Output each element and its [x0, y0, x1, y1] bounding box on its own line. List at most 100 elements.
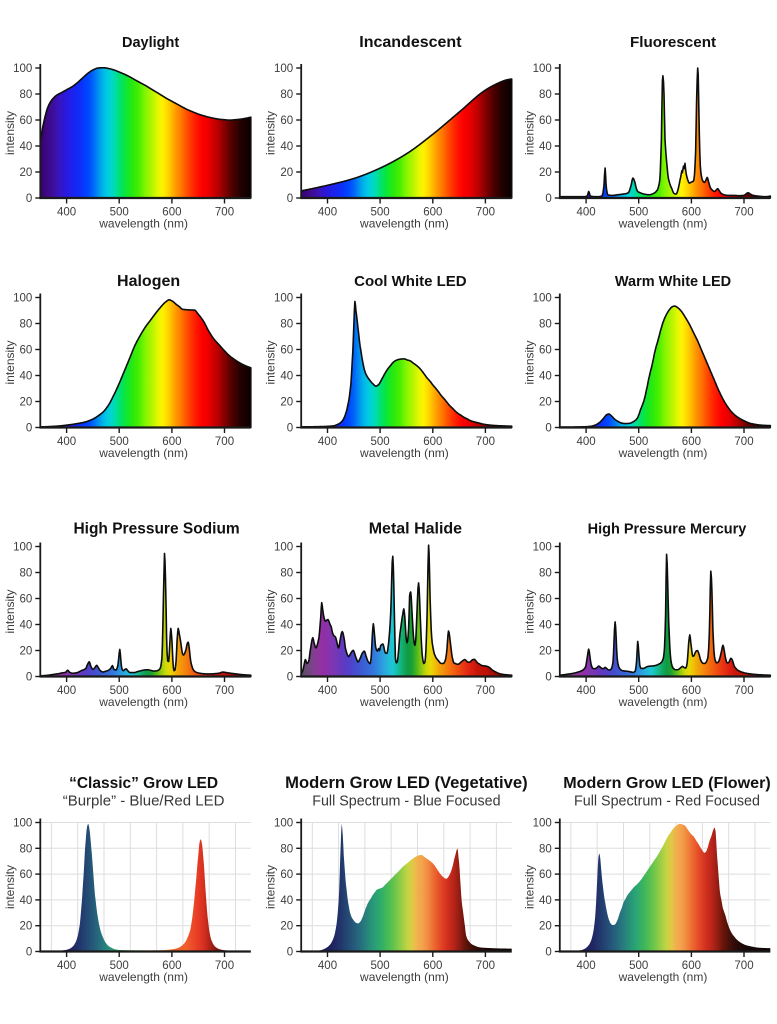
svg-text:100: 100	[274, 293, 293, 305]
svg-text:40: 40	[539, 895, 552, 907]
svg-text:500: 500	[110, 685, 129, 697]
svg-text:500: 500	[629, 436, 648, 448]
svg-text:60: 60	[20, 869, 33, 881]
svg-text:100: 100	[274, 63, 293, 75]
svg-text:700: 700	[215, 960, 234, 972]
svg-text:700: 700	[476, 685, 495, 697]
svg-text:80: 80	[280, 89, 293, 101]
svg-text:Incandescent: Incandescent	[359, 34, 462, 51]
svg-text:0: 0	[26, 672, 32, 684]
svg-text:40: 40	[539, 141, 552, 153]
svg-text:wavelength (nm): wavelength (nm)	[359, 970, 449, 984]
svg-text:80: 80	[20, 843, 33, 855]
svg-text:0: 0	[287, 423, 293, 435]
svg-text:Halogen: Halogen	[117, 273, 180, 290]
svg-text:wavelength (nm): wavelength (nm)	[98, 446, 188, 460]
svg-text:80: 80	[20, 89, 33, 101]
svg-text:700: 700	[215, 685, 234, 697]
svg-text:Daylight: Daylight	[122, 35, 179, 51]
svg-text:60: 60	[539, 345, 552, 357]
svg-text:400: 400	[57, 685, 76, 697]
svg-text:40: 40	[539, 620, 552, 632]
svg-text:100: 100	[13, 293, 32, 305]
svg-text:600: 600	[682, 436, 701, 448]
svg-text:20: 20	[539, 921, 552, 933]
svg-text:“Classic” Grow LED: “Classic” Grow LED	[69, 775, 218, 792]
svg-text:700: 700	[476, 207, 495, 219]
svg-text:600: 600	[423, 685, 442, 697]
svg-text:500: 500	[629, 960, 648, 972]
svg-text:Full Spectrum - Blue Focused: Full Spectrum - Blue Focused	[312, 794, 500, 810]
svg-text:Modern Grow LED (Flower): Modern Grow LED (Flower)	[563, 774, 770, 792]
svg-text:0: 0	[545, 672, 551, 684]
svg-text:700: 700	[215, 207, 234, 219]
svg-text:60: 60	[539, 594, 552, 606]
svg-text:600: 600	[162, 685, 181, 697]
svg-text:600: 600	[162, 960, 181, 972]
svg-text:500: 500	[371, 960, 390, 972]
svg-text:0: 0	[26, 947, 32, 959]
svg-text:80: 80	[539, 568, 552, 580]
svg-text:Modern Grow LED (Vegetative): Modern Grow LED (Vegetative)	[285, 773, 528, 792]
svg-text:20: 20	[20, 921, 33, 933]
svg-text:20: 20	[539, 397, 552, 409]
svg-text:500: 500	[110, 436, 129, 448]
svg-text:40: 40	[20, 895, 33, 907]
svg-text:20: 20	[280, 397, 293, 409]
svg-text:60: 60	[280, 115, 293, 127]
svg-text:intensity: intensity	[522, 865, 536, 909]
svg-text:wavelength (nm): wavelength (nm)	[618, 695, 708, 709]
svg-text:wavelength (nm): wavelength (nm)	[359, 695, 449, 709]
svg-text:40: 40	[280, 895, 293, 907]
svg-text:400: 400	[577, 685, 596, 697]
svg-text:400: 400	[318, 436, 337, 448]
svg-text:100: 100	[533, 63, 552, 75]
svg-text:700: 700	[734, 685, 753, 697]
svg-text:0: 0	[26, 193, 32, 205]
svg-text:700: 700	[734, 960, 753, 972]
svg-text:500: 500	[110, 960, 129, 972]
svg-text:0: 0	[26, 423, 32, 435]
svg-text:20: 20	[539, 167, 552, 179]
svg-text:intensity: intensity	[264, 865, 278, 909]
svg-text:intensity: intensity	[3, 340, 17, 384]
svg-text:400: 400	[57, 207, 76, 219]
svg-text:40: 40	[539, 371, 552, 383]
svg-text:700: 700	[734, 436, 753, 448]
svg-text:600: 600	[682, 960, 701, 972]
svg-text:100: 100	[533, 293, 552, 305]
svg-text:600: 600	[682, 207, 701, 219]
svg-text:Fluorescent: Fluorescent	[630, 34, 716, 51]
svg-text:80: 80	[280, 568, 293, 580]
svg-text:100: 100	[533, 818, 552, 830]
svg-text:500: 500	[629, 685, 648, 697]
svg-text:0: 0	[545, 947, 551, 959]
svg-text:wavelength (nm): wavelength (nm)	[618, 970, 708, 984]
svg-text:700: 700	[215, 436, 234, 448]
svg-text:20: 20	[280, 921, 293, 933]
svg-text:High Pressure Sodium: High Pressure Sodium	[73, 520, 239, 537]
svg-text:Metal Halide: Metal Halide	[369, 520, 462, 537]
svg-text:400: 400	[577, 960, 596, 972]
svg-text:Cool White LED: Cool White LED	[354, 273, 467, 290]
svg-text:60: 60	[20, 345, 33, 357]
svg-text:wavelength (nm): wavelength (nm)	[98, 217, 188, 231]
svg-text:100: 100	[274, 818, 293, 830]
svg-text:100: 100	[533, 542, 552, 554]
svg-text:400: 400	[318, 960, 337, 972]
svg-text:40: 40	[20, 371, 33, 383]
svg-text:wavelength (nm): wavelength (nm)	[98, 695, 188, 709]
svg-text:intensity: intensity	[522, 111, 536, 155]
svg-text:Full Spectrum - Red Focused: Full Spectrum - Red Focused	[574, 794, 760, 810]
svg-text:intensity: intensity	[522, 340, 536, 384]
svg-text:20: 20	[20, 646, 33, 658]
svg-text:500: 500	[110, 207, 129, 219]
svg-text:100: 100	[13, 818, 32, 830]
svg-text:80: 80	[20, 568, 33, 580]
svg-text:100: 100	[13, 542, 32, 554]
svg-text:60: 60	[20, 594, 33, 606]
svg-text:100: 100	[13, 63, 32, 75]
svg-text:intensity: intensity	[264, 340, 278, 384]
svg-text:20: 20	[539, 646, 552, 658]
svg-text:80: 80	[539, 89, 552, 101]
